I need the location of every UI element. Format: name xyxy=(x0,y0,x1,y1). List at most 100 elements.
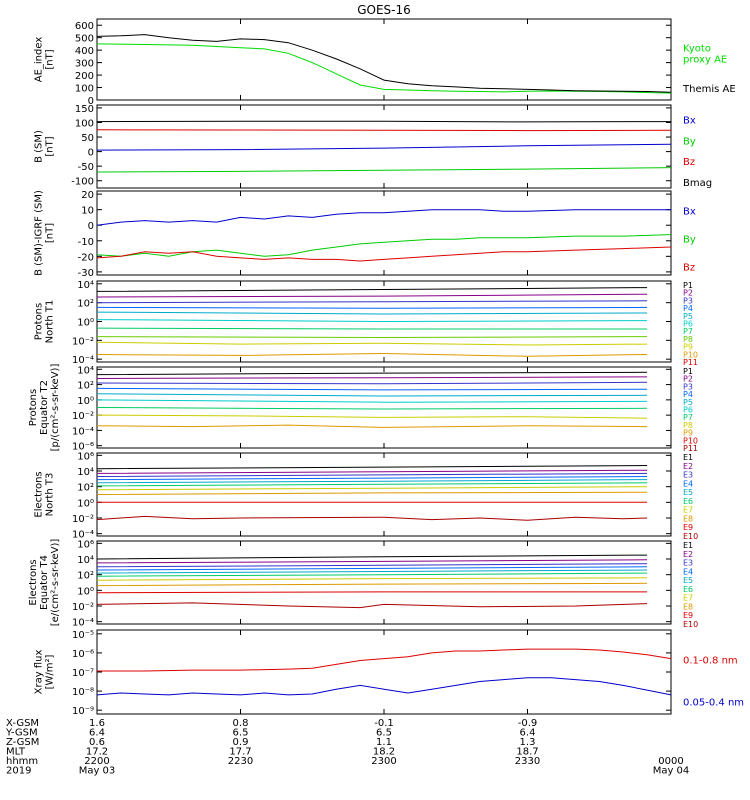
y-axis-label: B (SM)[nT] xyxy=(34,130,56,163)
ytick-label: 10⁰ xyxy=(77,318,94,329)
legend-entry: E8 xyxy=(683,514,693,523)
ytick-label: 10⁻⁸ xyxy=(72,687,94,698)
xaxis-row-label: 2019 xyxy=(6,766,31,777)
legend-entry: P8 xyxy=(683,421,693,430)
ytick-label: 10⁻⁴ xyxy=(72,530,94,541)
legend-entry: E6 xyxy=(683,497,693,506)
xaxis-value: 2300 xyxy=(371,756,396,767)
ytick-label: 10² xyxy=(77,571,94,582)
legend-entry: E9 xyxy=(683,523,693,532)
series-line-p4 xyxy=(96,387,648,391)
series-line-p9 xyxy=(96,341,648,346)
ytick-label: 10⁴ xyxy=(77,467,94,478)
ytick-label: 0 xyxy=(88,148,94,159)
xaxis-value: 0.8 xyxy=(233,718,249,729)
xaxis-row-label: Z-GSM xyxy=(6,737,39,748)
ytick-label: -100 xyxy=(71,177,94,188)
series-line-e2 xyxy=(96,469,648,474)
legend-entry: E5 xyxy=(683,488,693,497)
legend-entry: P10 xyxy=(683,350,698,359)
legend-entry: E5 xyxy=(683,576,693,585)
legend-entry: E8 xyxy=(683,602,693,611)
panel-frame xyxy=(96,629,672,715)
legend-entry: By xyxy=(683,136,696,147)
panel-frame xyxy=(96,18,672,101)
series-line-e10 xyxy=(96,515,648,521)
ytick-label: 0 xyxy=(88,96,94,107)
legend-entry: E2 xyxy=(683,550,693,559)
xaxis-row-label: hhmm xyxy=(6,756,38,767)
series-line-kyoto-proxy-ae xyxy=(96,43,672,94)
ytick-label: 100 xyxy=(75,84,94,95)
xaxis-value: -0.1 xyxy=(374,718,394,729)
legend-entry: P3 xyxy=(683,296,693,305)
legend-entry: E2 xyxy=(683,462,693,471)
ytick-label: 10⁰ xyxy=(77,586,94,597)
legend-entry: E1 xyxy=(683,541,693,550)
panel-bigrf: -30 -20 -10 0 10 20 B (SM)-IGRF (SM)[nT] Bx By Bz xyxy=(34,190,696,279)
legend-entry: P5 xyxy=(683,312,693,321)
legend-entry: P4 xyxy=(683,390,693,399)
panel-xray: 10⁻⁹ 10⁻⁸ 10⁻⁷ 10⁻⁶ 10⁻⁵ Xray flux[W/m²] 0.1-0… xyxy=(34,629,744,717)
panel-p1: 10⁻⁴ 10⁻² 10⁰ 10² 10⁴ ProtonsNorth T1 P1P2P3P4… xyxy=(34,280,699,367)
legend-entry: P4 xyxy=(683,304,693,313)
legend-entry: Bx xyxy=(683,116,696,127)
legend-entry: P2 xyxy=(683,289,693,298)
ytick-label: 10⁰ xyxy=(77,396,94,407)
ytick-label: 10⁻⁶ xyxy=(72,442,94,453)
y-axis-label: ElectronsNorth T3 xyxy=(34,471,56,517)
plot-title: GOES-16 xyxy=(357,3,411,17)
legend-entry: Bz xyxy=(683,157,695,168)
series-line-e5 xyxy=(96,569,648,574)
y-axis-label: ProtonsNorth T1 xyxy=(34,300,56,344)
y-axis-label: B (SM)-IGRF (SM)[nT] xyxy=(34,190,56,276)
legend-entry: E4 xyxy=(683,479,693,488)
ytick-label: 10⁻⁴ xyxy=(72,355,94,366)
ytick-label: 10⁴ xyxy=(77,365,94,376)
legend-entry: By xyxy=(683,235,696,246)
legend-entry: Themis AE xyxy=(682,84,736,95)
legend-entry: E1 xyxy=(683,453,693,462)
series-line-p1 xyxy=(96,287,648,292)
series-line-e7 xyxy=(96,577,648,581)
legend-entry: P11 xyxy=(683,444,698,453)
series-line-e8 xyxy=(96,582,648,587)
legend-entry: P6 xyxy=(683,406,693,415)
series-line-p1 xyxy=(96,371,648,376)
series-line-e1 xyxy=(96,465,648,470)
legend-entry: P7 xyxy=(683,413,693,422)
xaxis-value: 17.2 xyxy=(86,747,108,758)
ytick-label: -20 xyxy=(78,252,94,263)
series-line-e3 xyxy=(96,472,648,477)
series-line-e10 xyxy=(96,602,648,609)
xaxis-value: May 04 xyxy=(653,766,690,777)
xaxis-value: 2200 xyxy=(84,756,109,767)
legend-entry: P1 xyxy=(683,367,693,376)
legend-entry: E3 xyxy=(683,559,693,568)
panel-frame xyxy=(96,190,672,276)
ytick-label: 20 xyxy=(81,190,94,201)
xaxis-value: 1.3 xyxy=(520,737,536,748)
xaxis-value: 0.6 xyxy=(89,737,105,748)
xaxis-row-label: X-GSM xyxy=(6,718,39,729)
ytick-label: 10⁻⁵ xyxy=(72,630,94,641)
series-line-p2 xyxy=(96,293,648,298)
ytick-label: 100 xyxy=(75,118,94,129)
ytick-label: 10⁻⁷ xyxy=(72,668,94,679)
ytick-label: 10⁻⁴ xyxy=(72,618,94,629)
xaxis-value: May 03 xyxy=(79,766,116,777)
legend-entry: Bmag xyxy=(683,178,712,189)
ytick-label: 200 xyxy=(75,71,94,82)
legend-entry: E7 xyxy=(683,506,693,515)
series-line-p5 xyxy=(96,311,648,315)
xaxis-value: 6.5 xyxy=(376,728,392,739)
y-axis-label: Xray flux[W/m²] xyxy=(34,650,56,695)
series-line-bx xyxy=(96,143,672,151)
ytick-label: 10 xyxy=(81,206,94,217)
series-line-bmag xyxy=(96,120,672,123)
series-line-p8 xyxy=(96,414,648,419)
series-line-e3 xyxy=(96,563,648,568)
y-axis-label: AE_index[nT] xyxy=(34,37,56,83)
